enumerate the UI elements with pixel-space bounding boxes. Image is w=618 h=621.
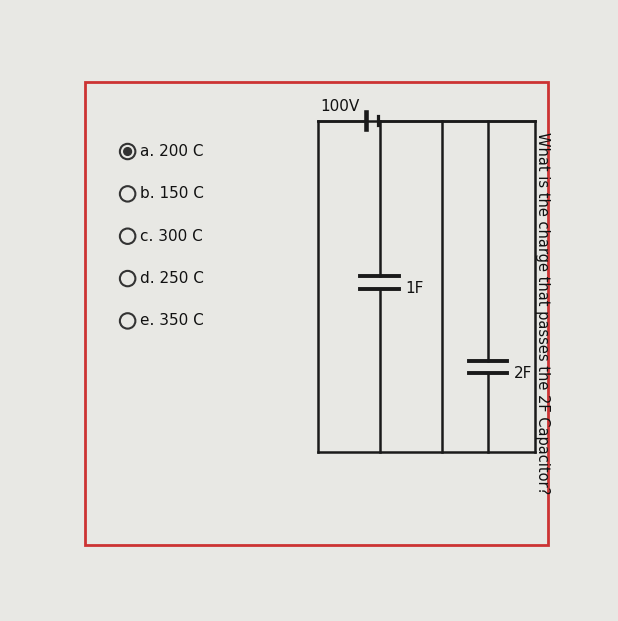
Circle shape [124,148,132,155]
Text: c. 300 C: c. 300 C [140,229,203,243]
Text: 1F: 1F [405,281,423,296]
Text: d. 250 C: d. 250 C [140,271,204,286]
Text: 100V: 100V [320,99,359,114]
Text: What is the charge that passes the 2F Capacitor?: What is the charge that passes the 2F Ca… [535,132,550,494]
Text: 2F: 2F [514,366,532,381]
Text: e. 350 C: e. 350 C [140,314,204,329]
Text: b. 150 C: b. 150 C [140,186,204,201]
Text: a. 200 C: a. 200 C [140,144,203,159]
